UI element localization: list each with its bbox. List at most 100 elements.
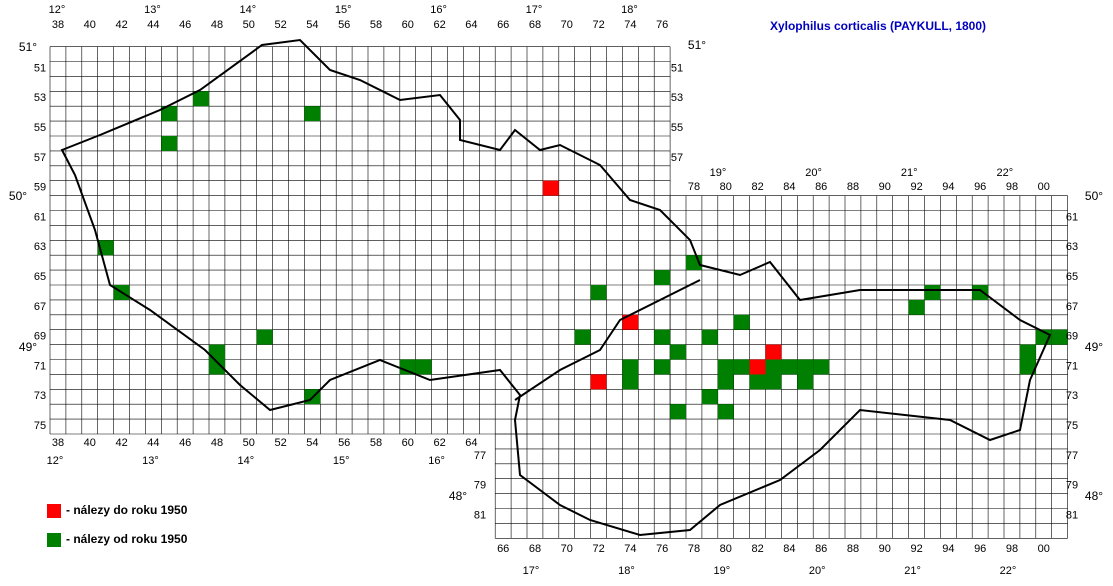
grid-label: 62	[433, 437, 445, 449]
grid-label: 64	[465, 437, 477, 449]
grid-label: 74	[624, 19, 636, 31]
latitude-label: 50°	[9, 189, 27, 203]
grid-label: 56	[338, 437, 350, 449]
grid-label: 18°	[621, 4, 638, 16]
grid-label: 66	[497, 19, 509, 31]
find-after-1950	[209, 359, 225, 375]
find-after-1950	[654, 359, 671, 375]
grid-label: 51	[34, 62, 46, 74]
find-after-1950	[797, 374, 814, 390]
legend-swatch	[47, 533, 61, 547]
grid-label: 69	[1066, 331, 1078, 343]
grid-label: 00	[1038, 543, 1050, 555]
legend-swatch	[47, 504, 61, 518]
grid-label: 61	[34, 211, 46, 223]
find-after-1950	[654, 329, 671, 345]
grid-label: 16°	[428, 455, 445, 467]
state-border	[514, 279, 701, 401]
latitude-label: 49°	[19, 340, 37, 354]
grid-label: 67	[34, 301, 46, 313]
grid-label: 74	[624, 543, 636, 555]
grid-label: 50	[243, 19, 255, 31]
find-after-1950	[717, 374, 734, 390]
grid-label: 55	[34, 122, 46, 134]
grid-label: 76	[656, 543, 668, 555]
grid-label: 20°	[809, 565, 826, 577]
legend-label: - nálezy od roku 1950	[66, 532, 188, 546]
find-after-1950	[654, 270, 671, 285]
grid-label: 14°	[239, 4, 256, 16]
find-after-1950	[574, 329, 591, 345]
grid-label: 88	[847, 181, 859, 193]
grid-label: 38	[52, 437, 64, 449]
grid-label: 56	[338, 19, 350, 31]
grid-label: 75	[34, 420, 46, 432]
grid-label: 13°	[142, 455, 159, 467]
grid-label: 20°	[805, 167, 822, 179]
grid-label: 68	[529, 543, 541, 555]
grid-label: 44	[147, 437, 159, 449]
find-after-1950	[717, 404, 734, 420]
find-after-1950	[590, 285, 607, 300]
grid-label: 86	[815, 543, 827, 555]
grid-label: 48	[211, 19, 223, 31]
grid-label: 54	[306, 19, 318, 31]
grid-label: 65	[34, 271, 46, 283]
grid-label: 84	[783, 543, 795, 555]
grid-label: 12°	[47, 455, 64, 467]
grid-label: 52	[274, 19, 286, 31]
grid-label: 46	[179, 19, 191, 31]
find-after-1950	[908, 299, 925, 315]
grid-label: 00	[1038, 181, 1050, 193]
grid-label: 52	[274, 437, 286, 449]
grid-label: 51	[671, 62, 683, 74]
grid-label: 21°	[901, 167, 918, 179]
latitude-label: 51°	[19, 40, 37, 54]
grid-label: 71	[1066, 360, 1078, 372]
find-before-1950	[622, 314, 639, 330]
grid-label: 53	[671, 92, 683, 104]
grid-label: 17°	[523, 565, 540, 577]
grid-label: 17°	[526, 4, 543, 16]
grid-label: 61	[1066, 211, 1078, 223]
grid-label: 21°	[904, 565, 921, 577]
grid-label: 84	[783, 181, 795, 193]
find-after-1950	[256, 329, 273, 345]
grid-label: 76	[656, 19, 668, 31]
grid-label: 77	[1066, 450, 1078, 462]
grid-label: 81	[474, 509, 486, 521]
latitude-label: 51°	[688, 38, 706, 52]
find-after-1950	[1019, 344, 1036, 360]
grid-label: 48	[211, 437, 223, 449]
grid-label: 98	[1006, 543, 1018, 555]
grid-label: 77	[474, 450, 486, 462]
grid-label: 19°	[713, 565, 730, 577]
find-after-1950	[1051, 329, 1068, 345]
labels: 12° 13° 14° 15° 16° 17° 18° 19° 20° 21° 22° 38 40 42 4…	[9, 4, 1103, 577]
grid-label: 42	[115, 437, 127, 449]
grid-label: 57	[671, 152, 683, 164]
grid-label: 63	[1066, 241, 1078, 253]
grid-label: 75	[1066, 420, 1078, 432]
find-after-1950	[717, 359, 734, 375]
grid-label: 92	[910, 543, 922, 555]
find-after-1950	[304, 106, 321, 122]
grid-label: 50	[243, 437, 255, 449]
grid-label: 62	[433, 19, 445, 31]
find-after-1950	[972, 285, 989, 300]
find-before-1950	[765, 344, 782, 360]
find-after-1950	[733, 359, 750, 375]
find-after-1950	[1019, 359, 1036, 375]
grid-label: 79	[474, 480, 486, 492]
grid-label: 90	[879, 181, 891, 193]
grid-label: 53	[34, 92, 46, 104]
grid-label: 86	[815, 181, 827, 193]
grid-label: 64	[465, 19, 477, 31]
grid-label: 73	[1066, 390, 1078, 402]
grid-label: 58	[370, 437, 382, 449]
find-after-1950	[622, 359, 639, 375]
grid-label: 13°	[144, 4, 161, 16]
grid-label: 57	[34, 152, 46, 164]
border	[60, 38, 1052, 537]
